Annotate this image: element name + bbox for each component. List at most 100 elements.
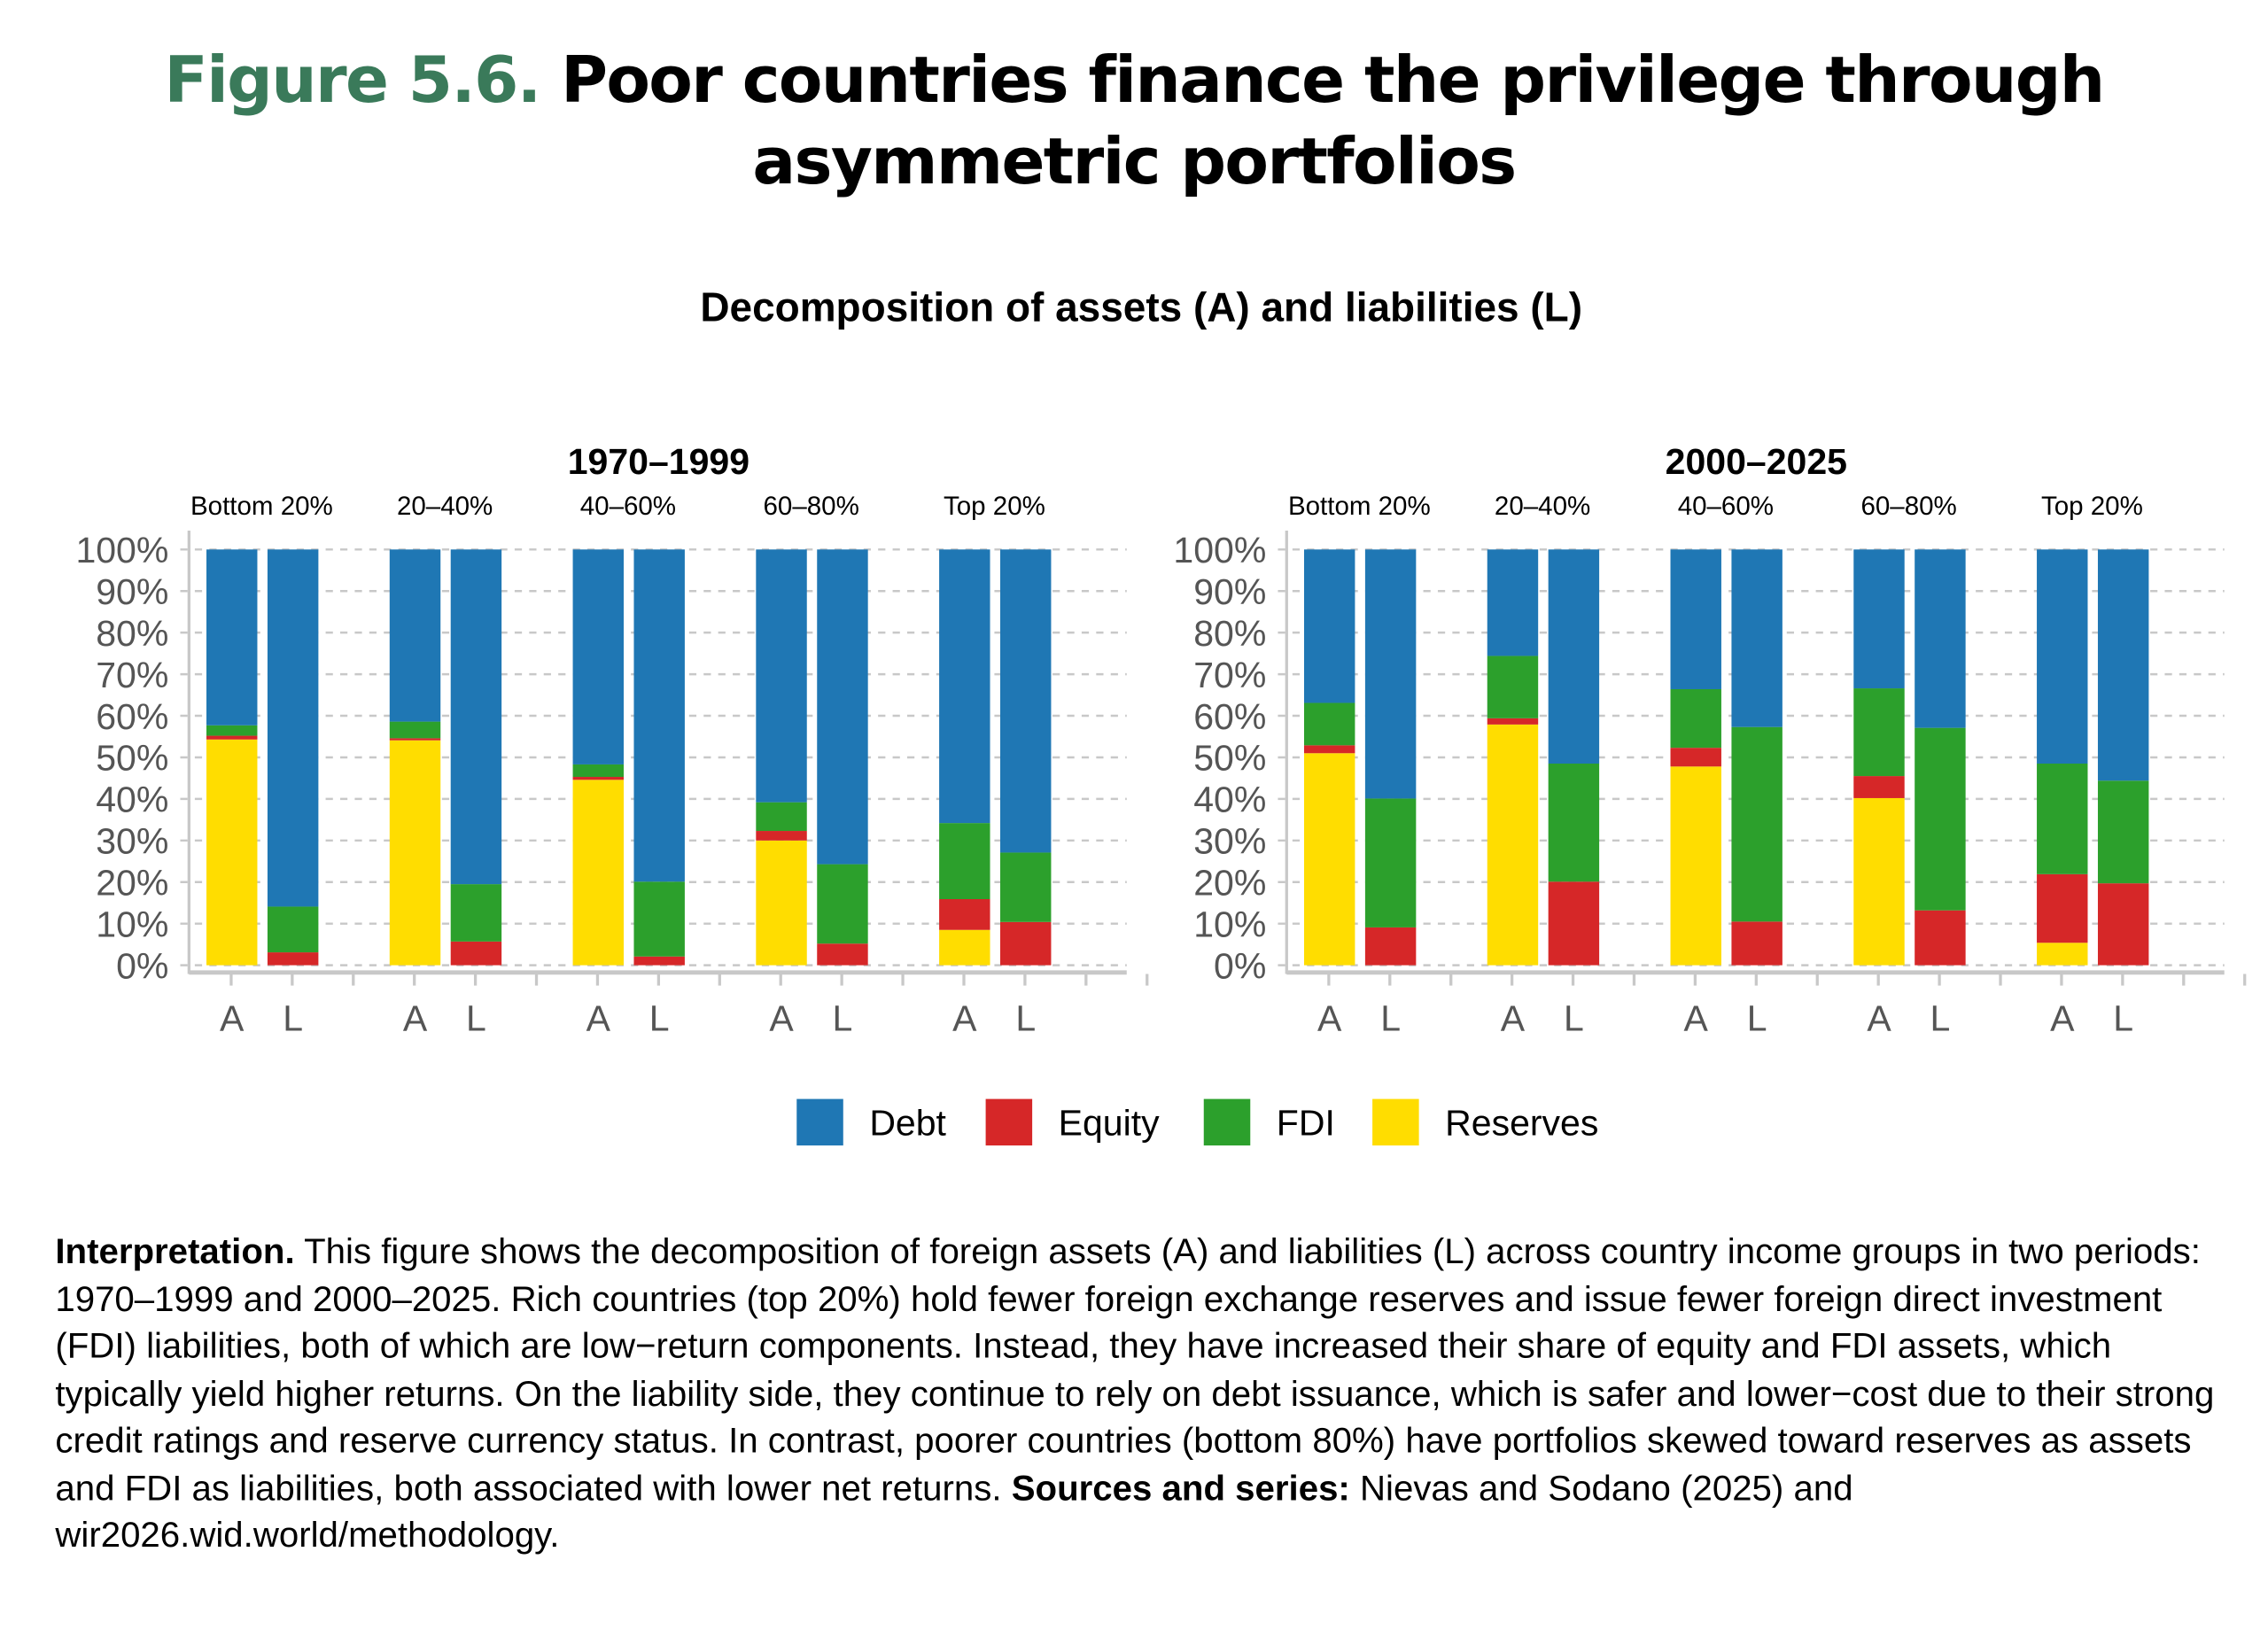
bar-segment-debt: [1487, 549, 1539, 656]
bar-segment-fdi: [939, 823, 990, 900]
y-tick-label: 70%: [1193, 655, 1266, 695]
bar-segment-debt: [267, 549, 319, 907]
bar-label-a: A: [586, 997, 611, 1038]
bar-segment-fdi: [450, 884, 502, 942]
legend-label-equity: Equity: [1059, 1103, 1160, 1144]
bar-label-a: A: [769, 997, 794, 1038]
bar-segment-fdi: [1915, 727, 1966, 911]
bar-segment-debt: [1853, 549, 1905, 689]
bar-segment-equity: [267, 952, 319, 966]
y-tick-label: 80%: [1193, 613, 1266, 654]
bar-segment-fdi: [1000, 852, 1052, 922]
y-tick-label: 40%: [1193, 780, 1266, 820]
figure-label: Figure 5.6.: [164, 43, 541, 118]
bar-segment-debt: [572, 549, 624, 764]
bar-segment-reserves: [1487, 724, 1539, 966]
bar-label-a: A: [220, 997, 245, 1038]
group-label: 40–60%: [1678, 492, 1774, 521]
panel-title: 2000–2025: [1666, 441, 1847, 482]
bar-segment-fdi: [2037, 764, 2088, 874]
y-tick-label: 0%: [116, 945, 168, 986]
bar-label-a: A: [403, 997, 428, 1038]
sources-text: Nievas and Sodano (2025) and wir2026.wid…: [55, 1469, 1853, 1556]
bar-segment-equity: [1853, 776, 1905, 798]
y-tick-label: 100%: [75, 530, 168, 570]
y-tick-label: 50%: [96, 738, 168, 779]
bar-segment-equity: [1670, 748, 1721, 767]
y-tick-label: 40%: [96, 780, 168, 820]
y-tick-label: 60%: [1193, 696, 1266, 737]
bar-segment-fdi: [1853, 688, 1905, 777]
y-tick-label: 60%: [96, 696, 168, 737]
bar-segment-debt: [939, 549, 990, 824]
interpretation-note: Interpretation. This figure shows the de…: [55, 1230, 2221, 1560]
bar-segment-fdi: [1548, 764, 1600, 882]
y-tick-label: 30%: [1193, 821, 1266, 862]
y-tick-label: 30%: [96, 821, 168, 862]
bar-segment-reserves: [756, 840, 807, 966]
bar-segment-fdi: [206, 725, 258, 736]
bar-segment-debt: [1670, 549, 1721, 689]
legend-label-fdi: FDI: [1277, 1103, 1335, 1144]
bar-segment-reserves: [2037, 943, 2088, 966]
bar-segment-debt: [756, 549, 807, 803]
bar-segment-debt: [1915, 549, 1966, 728]
bar-segment-equity: [1364, 927, 1417, 966]
group-label: Bottom 20%: [1288, 492, 1431, 521]
bar-segment-fdi: [633, 881, 685, 957]
interpretation-text: This figure shows the decomposition of f…: [55, 1232, 2215, 1509]
bar-label-l: L: [1015, 997, 1036, 1038]
legend-swatch-debt: [796, 1098, 843, 1146]
group-label: 20–40%: [1495, 492, 1590, 521]
bar-label-l: L: [649, 997, 670, 1038]
bar-segment-fdi: [1731, 726, 1783, 922]
bar-segment-reserves: [206, 739, 258, 966]
y-tick-label: 20%: [1193, 863, 1266, 904]
bar-label-a: A: [2050, 997, 2075, 1038]
y-tick-label: 20%: [96, 863, 168, 904]
y-tick-label: 10%: [1193, 904, 1266, 944]
y-tick-label: 90%: [96, 571, 168, 612]
bar-segment-reserves: [389, 740, 441, 966]
bar-segment-reserves: [1670, 766, 1721, 966]
bar-segment-debt: [2097, 549, 2149, 781]
bar-segment-debt: [1000, 549, 1052, 853]
bar-label-l: L: [1930, 997, 1951, 1038]
stacked-bar-chart: 0%10%20%30%40%50%60%70%80%90%100%1970–19…: [75, 441, 2247, 1146]
figure-title-text: Poor countries finance the privilege thr…: [561, 43, 2105, 199]
bar-segment-debt: [1548, 549, 1600, 764]
bar-segment-equity: [2097, 883, 2149, 966]
bar-label-l: L: [283, 997, 303, 1038]
bar-segment-debt: [2037, 549, 2088, 764]
bar-segment-fdi: [1364, 798, 1417, 927]
bar-label-a: A: [1867, 997, 1891, 1038]
bar-label-a: A: [952, 997, 977, 1038]
bar-segment-equity: [633, 956, 685, 966]
bar-segment-debt: [1364, 549, 1417, 799]
bar-segment-fdi: [1303, 702, 1355, 746]
bar-segment-fdi: [267, 906, 319, 953]
group-label: 60–80%: [1860, 492, 1956, 521]
group-label: Top 20%: [2041, 492, 2143, 521]
y-tick-label: 100%: [1173, 530, 1266, 570]
group-label: 20–40%: [397, 492, 493, 521]
bar-segment-equity: [572, 777, 624, 780]
bar-label-l: L: [1380, 997, 1401, 1038]
bar-segment-equity: [1303, 745, 1355, 754]
bar-segment-equity: [1000, 921, 1052, 966]
legend-swatch-equity: [985, 1098, 1033, 1146]
bar-segment-reserves: [572, 780, 624, 966]
bar-segment-equity: [1548, 881, 1600, 966]
y-tick-label: 50%: [1193, 738, 1266, 779]
bar-segment-equity: [817, 943, 868, 966]
y-tick-label: 70%: [96, 655, 168, 695]
bar-segment-debt: [450, 549, 502, 885]
panel-title: 1970–1999: [568, 441, 750, 482]
y-tick-label: 90%: [1193, 571, 1266, 612]
bar-segment-reserves: [939, 929, 990, 966]
chart-subtitle: Decomposition of assets (A) and liabilit…: [700, 284, 1583, 330]
legend-swatch-fdi: [1203, 1098, 1251, 1146]
bar-segment-fdi: [389, 721, 441, 739]
bar-segment-debt: [633, 549, 685, 882]
